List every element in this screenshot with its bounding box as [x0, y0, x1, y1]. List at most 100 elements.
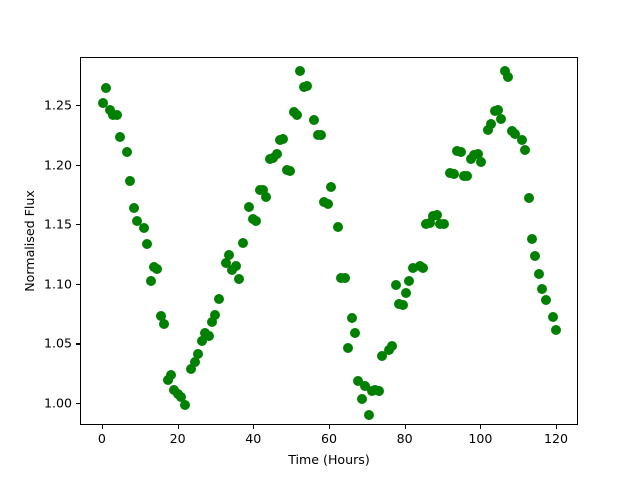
x-tick-mark — [329, 425, 331, 429]
scatter-point — [292, 110, 303, 121]
scatter-point — [125, 175, 136, 186]
scatter-point — [349, 327, 360, 338]
scatter-point — [203, 331, 214, 342]
scatter-point — [138, 222, 149, 233]
scatter-point — [397, 299, 408, 310]
scatter-point — [424, 217, 435, 228]
scatter-point — [128, 203, 139, 214]
scatter-point — [220, 258, 231, 269]
scatter-point — [193, 348, 204, 359]
scatter-point — [462, 171, 473, 182]
y-tick-label: 1.20 — [43, 157, 72, 173]
scatter-point — [407, 263, 418, 274]
x-axis-label: Time (Hours) — [288, 452, 370, 467]
y-tick-label: 1.15 — [43, 216, 72, 232]
scatter-point — [326, 182, 337, 193]
scatter-point — [401, 288, 412, 299]
y-tick-mark — [76, 224, 80, 226]
scatter-point-layer — [81, 58, 577, 424]
scatter-point — [431, 210, 442, 221]
scatter-point — [343, 342, 354, 353]
scatter-point — [496, 113, 507, 124]
x-tick-mark — [404, 425, 406, 429]
scatter-point — [550, 324, 561, 335]
y-tick-label: 1.05 — [43, 335, 72, 351]
scatter-point — [377, 350, 388, 361]
scatter-point — [97, 97, 108, 108]
scatter-point — [533, 269, 544, 280]
scatter-point — [159, 319, 170, 330]
scatter-point — [448, 168, 459, 179]
y-tick-label: 1.10 — [43, 276, 72, 292]
scatter-point — [537, 284, 548, 295]
scatter-point — [486, 119, 497, 130]
scatter-point — [237, 238, 248, 249]
scatter-point — [213, 293, 224, 304]
x-tick-label: 20 — [169, 431, 186, 446]
scatter-point — [353, 376, 364, 387]
x-tick-mark — [480, 425, 482, 429]
scatter-point — [510, 129, 521, 140]
scatter-point — [523, 192, 534, 203]
scatter-point — [373, 386, 384, 397]
x-tick-mark — [556, 425, 558, 429]
scatter-point — [295, 65, 306, 76]
scatter-point — [315, 130, 326, 141]
scatter-point — [390, 280, 401, 291]
scatter-point — [309, 114, 320, 125]
y-tick-label: 1.25 — [43, 97, 72, 113]
scatter-point — [142, 238, 153, 249]
x-tick-label: 0 — [97, 431, 106, 446]
scatter-point — [223, 249, 234, 260]
y-tick-mark — [76, 283, 80, 285]
scatter-point — [285, 165, 296, 176]
scatter-point — [322, 198, 333, 209]
scatter-point — [155, 310, 166, 321]
scatter-point — [482, 125, 493, 136]
scatter-point — [404, 275, 415, 286]
scatter-point — [438, 219, 449, 230]
y-tick-mark — [76, 164, 80, 166]
scatter-point — [520, 145, 531, 156]
scatter-point — [475, 157, 486, 168]
x-tick-label: 120 — [544, 431, 569, 446]
scatter-point — [540, 294, 551, 305]
scatter-point — [527, 234, 538, 245]
scatter-point — [244, 202, 255, 213]
scatter-point — [387, 340, 398, 351]
scatter-point — [363, 410, 374, 421]
scatter-point — [145, 275, 156, 286]
scatter-point — [503, 72, 514, 83]
scatter-point — [339, 273, 350, 284]
scatter-point — [162, 375, 173, 386]
scatter-point — [499, 66, 510, 77]
scatter-point — [166, 369, 177, 380]
scatter-point — [186, 363, 197, 374]
scatter-point — [278, 133, 289, 144]
scatter-point — [189, 356, 200, 367]
scatter-point — [179, 400, 190, 411]
scatter-point — [176, 392, 187, 403]
x-tick-label: 40 — [245, 431, 262, 446]
x-tick-label: 80 — [396, 431, 413, 446]
scatter-point — [493, 104, 504, 115]
y-tick-mark — [76, 402, 80, 405]
y-tick-mark — [76, 105, 80, 107]
x-tick-mark — [177, 425, 179, 429]
scatter-point — [152, 263, 163, 274]
scatter-point — [547, 312, 558, 323]
scatter-point — [114, 132, 125, 143]
x-tick-mark — [101, 425, 104, 429]
scatter-point — [332, 221, 343, 232]
y-axis-label: Normalised Flux — [22, 190, 37, 292]
plot-axes — [80, 57, 578, 425]
scatter-point — [516, 134, 527, 145]
scatter-point — [261, 191, 272, 202]
scatter-point — [418, 263, 429, 274]
scatter-point — [132, 215, 142, 226]
scatter-point — [302, 80, 313, 91]
scatter-point — [251, 216, 262, 227]
x-tick-label: 60 — [320, 431, 338, 446]
scatter-point — [271, 148, 282, 159]
